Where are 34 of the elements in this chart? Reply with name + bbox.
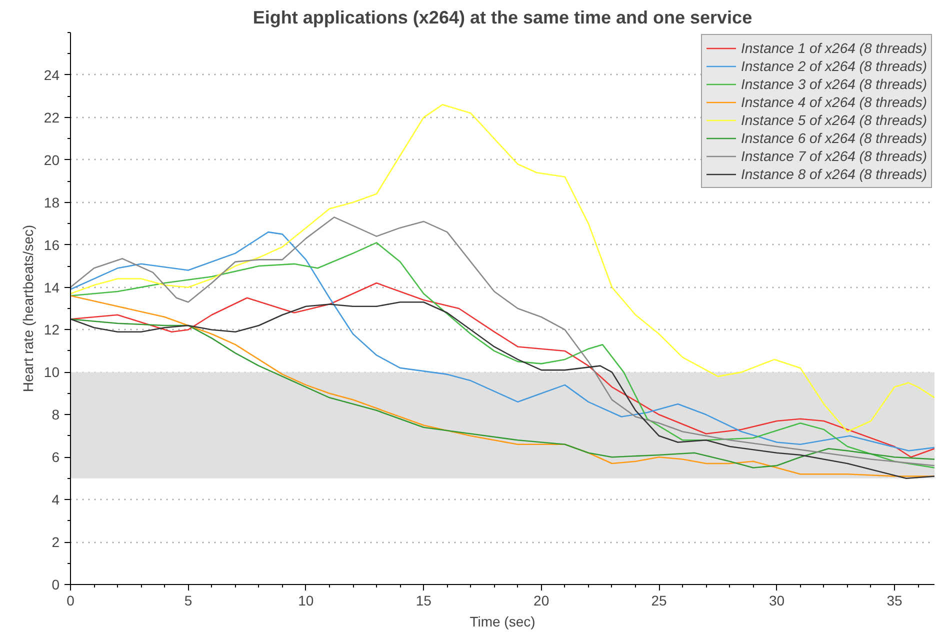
- line-series: [70, 318, 934, 468]
- x-tick-label: 5: [184, 592, 192, 608]
- x-tick-label: 25: [651, 592, 668, 608]
- x-axis-title: Time (sec): [470, 614, 536, 630]
- y-tick-label: 6: [52, 449, 60, 466]
- y-tick-label: 14: [44, 279, 60, 296]
- legend-label: Instance 7 of x264 (8 threads): [741, 147, 927, 165]
- y-tick-label: 20: [44, 152, 60, 168]
- x-tick-label: 35: [886, 592, 902, 608]
- y-axis-title: Heart rate (heartbeats/sec): [20, 224, 36, 392]
- y-tick-label: 10: [44, 364, 60, 380]
- y-tick-label: 12: [44, 322, 60, 338]
- legend-label: Instance 5 of x264 (8 threads): [741, 111, 927, 129]
- y-tick-label: 8: [52, 406, 60, 423]
- legend-label: Instance 1 of x264 (8 threads): [741, 39, 927, 57]
- y-tick-label: 24: [44, 66, 60, 83]
- y-tick-label: 0: [52, 576, 60, 592]
- x-tick-label: 15: [416, 592, 432, 608]
- legend-label: Instance 4 of x264 (8 threads): [741, 93, 927, 111]
- chart-title: Eight applications (x264) at the same time and one service: [252, 8, 752, 28]
- y-tick-label: 18: [44, 194, 60, 210]
- legend-label: Instance 2 of x264 (8 threads): [741, 57, 927, 75]
- line-series: [70, 282, 934, 458]
- legend-label: Instance 6 of x264 (8 threads): [741, 129, 927, 147]
- x-tick-label: 30: [768, 592, 785, 608]
- y-tick-label: 16: [44, 236, 60, 253]
- y-tick-label: 22: [44, 109, 60, 126]
- legend-label: Instance 3 of x264 (8 threads): [741, 75, 927, 93]
- x-tick-label: 10: [298, 592, 314, 608]
- y-tick-label: 4: [52, 492, 60, 508]
- y-tick-label: 2: [52, 534, 60, 550]
- x-tick-label: 0: [66, 592, 75, 608]
- x-tick-label: 20: [534, 592, 550, 608]
- legend-label: Instance 8 of x264 (8 threads): [741, 165, 927, 183]
